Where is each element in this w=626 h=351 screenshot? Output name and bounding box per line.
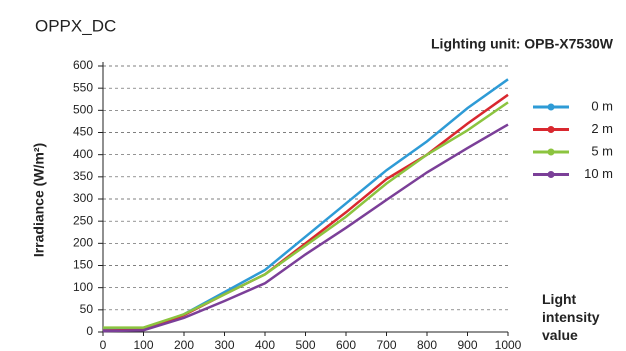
x-tick-label: 200 [174, 338, 194, 351]
chart-title: OPPX_DC [35, 16, 116, 35]
line-series [102, 93, 509, 332]
line-series [103, 101, 509, 329]
y-tick-label: 450 [73, 125, 93, 139]
y-tick-label: 500 [73, 103, 93, 117]
line-series [102, 123, 509, 333]
x-tick-label: 900 [457, 338, 477, 351]
legend-label: 2 m [591, 121, 613, 136]
y-tick-label: 550 [73, 80, 93, 94]
y-tick-label: 400 [73, 147, 93, 161]
y-tick-label: 200 [73, 236, 93, 250]
legend-marker [547, 171, 555, 178]
legend-marker [547, 103, 555, 111]
x-tick-label: 300 [214, 338, 234, 351]
x-tick-label: 700 [376, 338, 396, 351]
x-axis-label: Light intensity value [542, 291, 600, 343]
y-tick-label: 600 [73, 58, 93, 72]
x-tick-label: 500 [295, 338, 315, 351]
y-tick-label: 300 [73, 191, 93, 205]
legend-label: 10 m [584, 166, 613, 181]
y-tick-label: 100 [73, 280, 93, 294]
y-tick-label: 150 [73, 258, 93, 272]
x-tick-label: 100 [133, 338, 153, 351]
x-tick-label: 600 [336, 338, 356, 351]
chart-subtitle: Lighting unit: OPB-X7530W [431, 36, 614, 52]
y-tick-label: 250 [73, 213, 93, 227]
x-tick-label: 0 [100, 338, 107, 351]
x-tick-label: 800 [417, 338, 437, 351]
legend-marker [547, 126, 555, 133]
legend-label: 0 m [591, 98, 613, 113]
legend-marker [547, 148, 555, 156]
y-tick-label: 50 [80, 302, 94, 316]
y-tick-label: 0 [86, 324, 93, 338]
legend-label: 5 m [591, 143, 613, 158]
line-series [103, 78, 509, 332]
x-tick-label: 400 [255, 338, 275, 351]
x-tick-label: 1000 [495, 338, 522, 351]
y-axis-label: Irradiance (W/m²) [31, 143, 47, 257]
y-tick-label: 350 [73, 169, 93, 183]
